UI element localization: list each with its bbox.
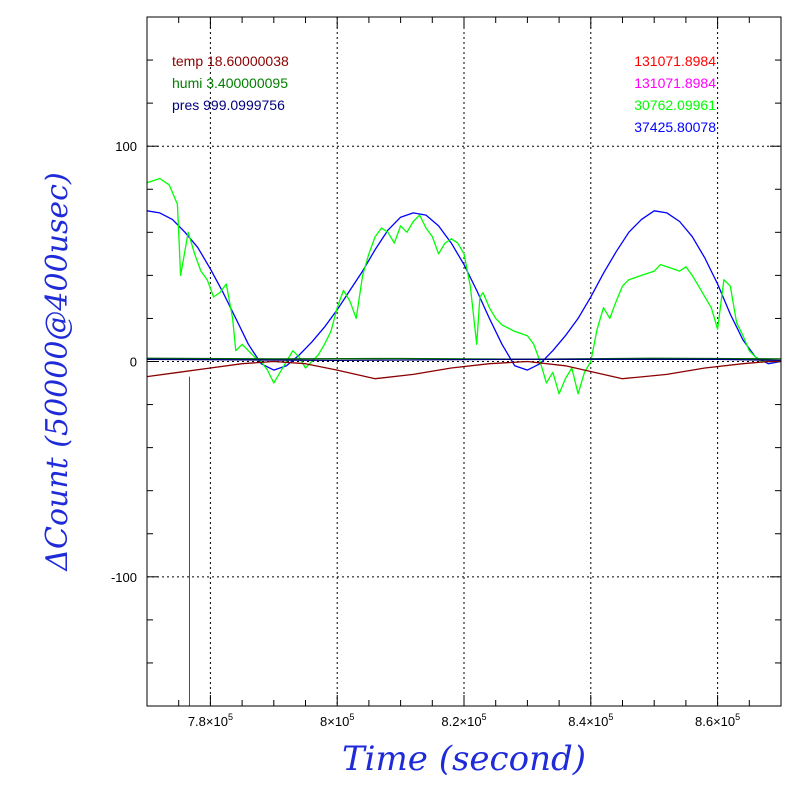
y-tick-label: -100 xyxy=(111,570,137,585)
grid-lines xyxy=(147,17,781,706)
legend-right-entry: 131071.8984 xyxy=(634,53,716,69)
plot-frame xyxy=(146,16,782,707)
x-axis-title: Time (second) xyxy=(342,739,586,779)
legend: temp 18.60000038 humi 3.400000095 pres 999… xyxy=(172,53,716,135)
legend-right-entry: 37425.80078 xyxy=(634,119,716,135)
legend-left-entry: humi 3.400000095 xyxy=(172,75,288,91)
series-group xyxy=(146,177,782,706)
y-axis-title: ΔCount (50000@400usec) xyxy=(40,172,75,571)
x-tick-labels: 7.8×105 8×105 8.2×105 8.4×105 8.6×105 xyxy=(188,712,740,729)
series-line-0 xyxy=(146,210,782,371)
series-line-3 xyxy=(146,357,782,360)
y-tick-labels: 100 0 -100 xyxy=(111,139,137,585)
y-tick-label: 100 xyxy=(115,139,137,154)
legend-left-entry: temp 18.60000038 xyxy=(172,53,289,69)
series-line-4 xyxy=(146,358,782,362)
legend-left-entry: pres 999.0999756 xyxy=(172,97,285,113)
legend-right-entry: 131071.8984 xyxy=(634,75,716,91)
x-tick-label: 8×105 xyxy=(320,712,354,729)
x-tick-label: 8.2×105 xyxy=(441,712,486,729)
x-tick-label: 8.6×105 xyxy=(695,712,740,729)
x-tick-label: 8.4×105 xyxy=(568,712,613,729)
series-line-2 xyxy=(146,360,781,380)
y-tick-label: 0 xyxy=(130,355,137,370)
x-tick-label: 7.8×105 xyxy=(188,712,233,729)
series-line-1 xyxy=(146,177,781,395)
legend-right-entry: 30762.09961 xyxy=(634,97,716,113)
